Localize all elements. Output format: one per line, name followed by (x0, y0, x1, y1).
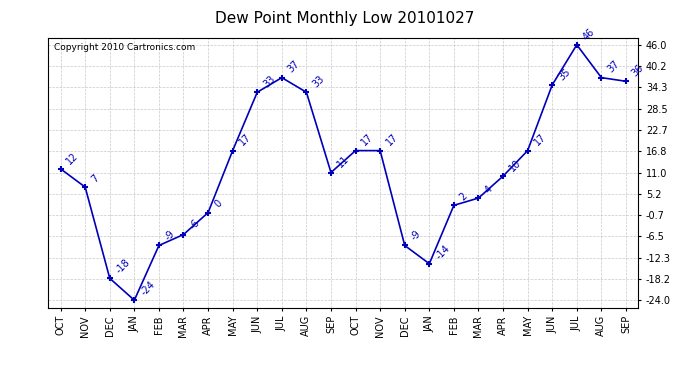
Text: -6: -6 (188, 218, 201, 232)
Text: 37: 37 (286, 59, 302, 75)
Text: 37: 37 (606, 59, 622, 75)
Text: 11: 11 (335, 154, 351, 170)
Text: Dew Point Monthly Low 20101027: Dew Point Monthly Low 20101027 (215, 11, 475, 26)
Text: -9: -9 (163, 229, 177, 243)
Text: 46: 46 (581, 26, 597, 42)
Text: 12: 12 (65, 150, 81, 166)
Text: -14: -14 (433, 243, 452, 261)
Text: Copyright 2010 Cartronics.com: Copyright 2010 Cartronics.com (55, 43, 195, 52)
Text: 7: 7 (89, 173, 101, 184)
Text: 33: 33 (310, 74, 326, 90)
Text: 2: 2 (458, 191, 470, 202)
Text: 17: 17 (359, 132, 375, 148)
Text: 17: 17 (532, 132, 548, 148)
Text: -9: -9 (409, 229, 423, 243)
Text: -24: -24 (139, 279, 157, 297)
Text: 10: 10 (507, 158, 523, 173)
Text: 4: 4 (482, 184, 494, 195)
Text: 35: 35 (556, 66, 572, 82)
Text: 33: 33 (262, 74, 277, 90)
Text: 17: 17 (237, 132, 253, 148)
Text: -18: -18 (114, 257, 132, 276)
Text: 17: 17 (384, 132, 400, 148)
Text: 36: 36 (630, 63, 646, 78)
Text: 0: 0 (213, 198, 224, 210)
